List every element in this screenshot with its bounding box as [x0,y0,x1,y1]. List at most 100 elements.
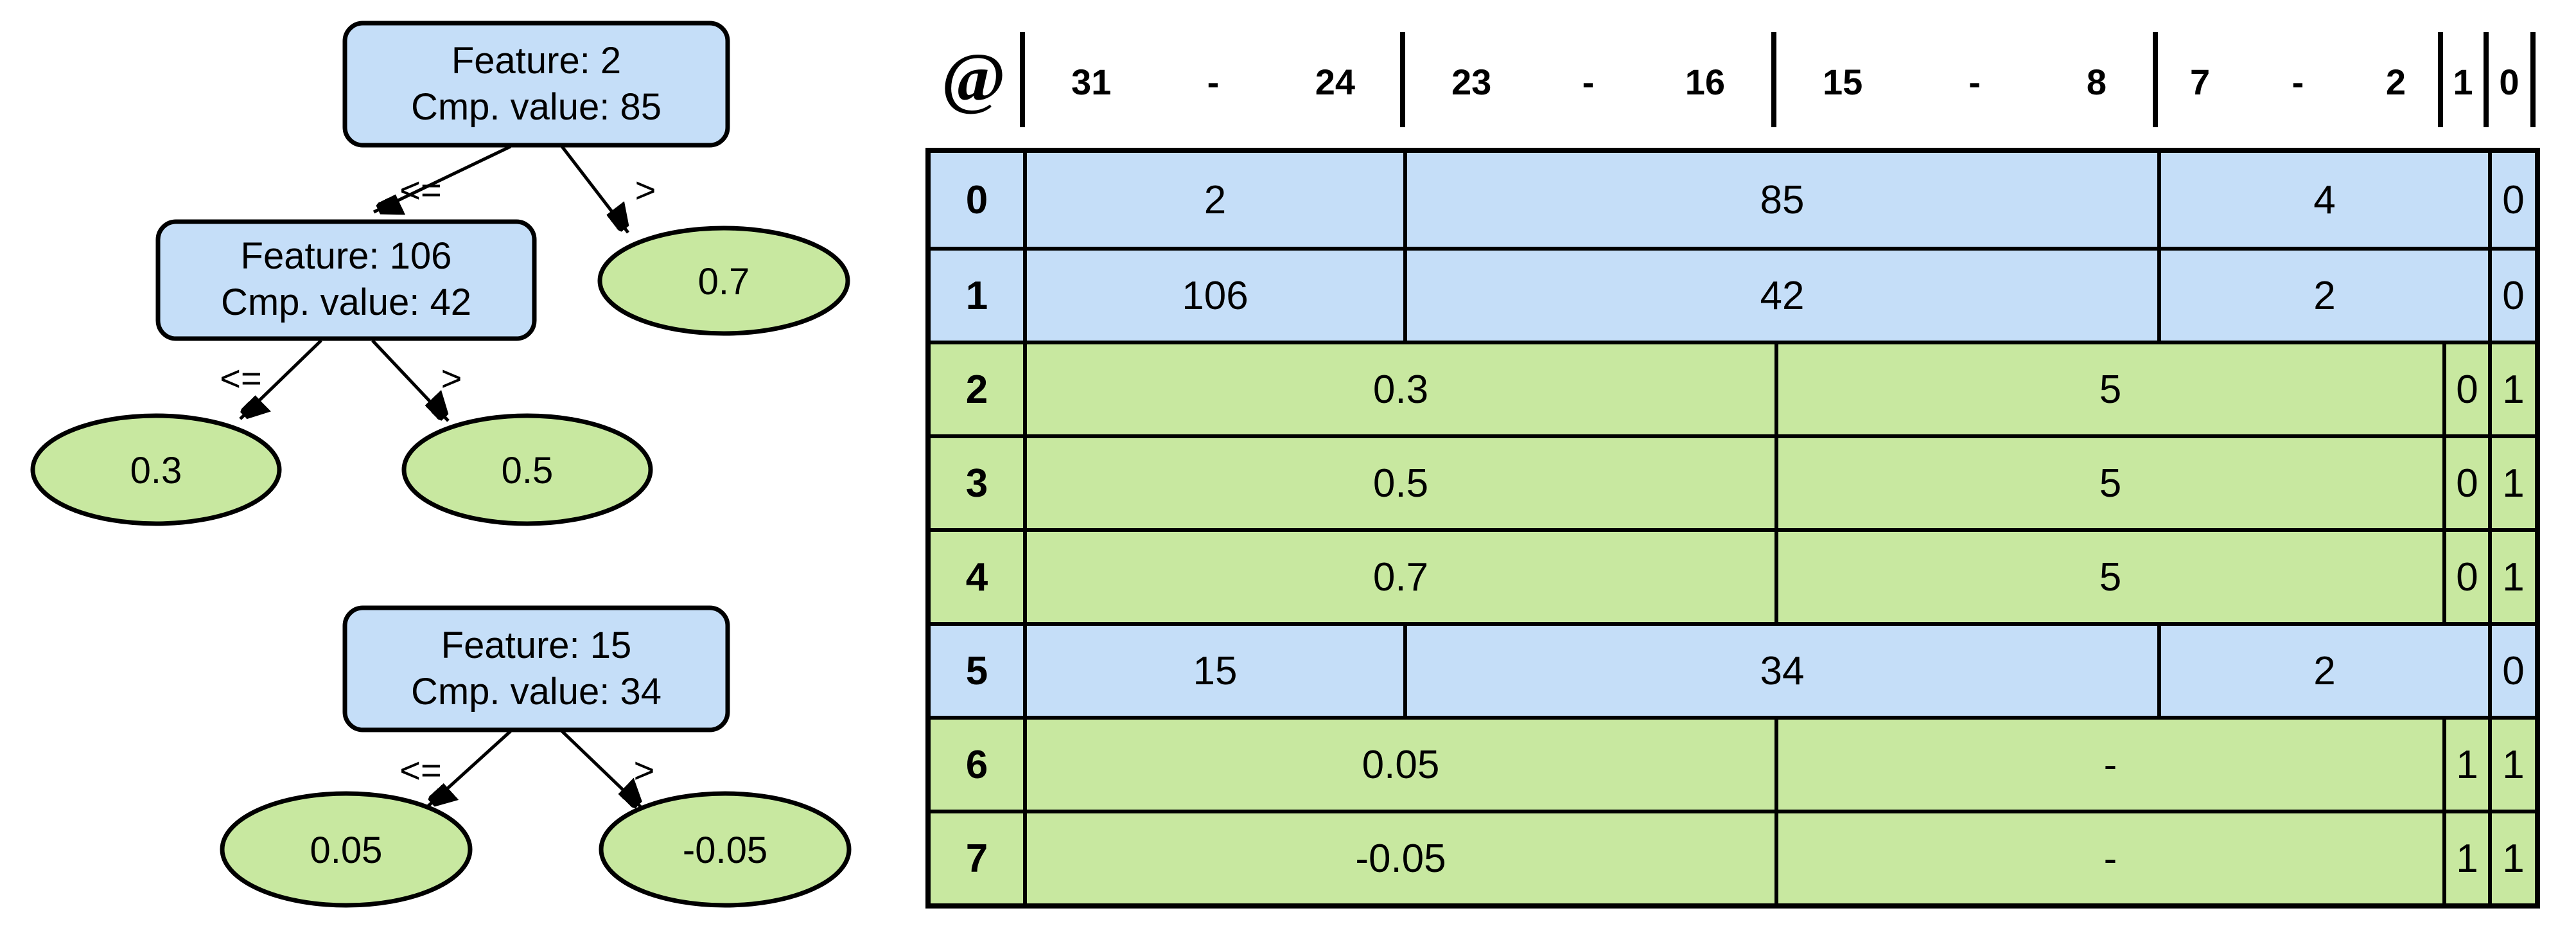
tree1-leaf-0.3 [30,413,282,526]
bit-range-from: 31 [1071,62,1112,102]
bit-0-header: 0 [2499,62,2519,102]
tree1-leaf-0.7-value: 0.7 [698,261,750,303]
table-row-7: 7 -0.05 - 1 1 [931,810,2535,903]
tree1-edge-right-label: > [635,170,656,210]
aux-cell: 5 [1774,344,2442,434]
feature-cell: 2 [1023,153,1403,247]
tree1-root-node [342,21,730,148]
offset-cell: 2 [2157,251,2488,341]
tree1-edge-right [561,145,628,234]
bit0-cell: 1 [2488,438,2535,528]
table-row-5: 5 15 34 2 0 [931,622,2535,716]
bit-range-sep: - [1968,62,1981,102]
cmp-value-cell: 85 [1403,153,2157,247]
bit0-cell: 1 [2488,344,2535,434]
bit-range-31-24: 31 - 24 [1026,35,1400,129]
tree2-edge-left-label: <= [399,750,441,790]
aux-cell: - [1774,813,2442,903]
flag-cell: 0 [2488,626,2535,716]
tree2-edge-right-label: > [634,750,655,790]
header-divider [1771,32,1776,127]
tree1-child-line1: Feature: 106 [241,235,452,277]
header-divider [2530,32,2536,127]
header-divider [1400,32,1405,127]
header-divider [2484,32,2489,127]
tree1-edge-left-label: <= [399,170,441,210]
row-index: 1 [965,273,988,318]
decision-trees-diagram: <= > Feature: 2 Cmp. value: 85 0.7 <= > … [30,21,852,908]
tree2-edge-right [561,730,642,808]
cmp-value-cell: 42 [1403,251,2157,341]
tree1-child-edge-right [371,339,448,422]
bit1-cell: 1 [2442,813,2488,903]
bit-range-7-2: 7 - 2 [2159,35,2437,129]
leaf-value-cell: 0.3 [1023,344,1774,434]
tree2-leaf-neg0.05 [599,791,852,908]
tree1-leaf-0.7 [597,226,850,336]
tree-2: <= > Feature: 15 Cmp. value: 34 0.05 -0.… [220,605,852,908]
bit-range-23-16: 23 - 16 [1406,35,1770,129]
bit-range-to: 2 [2385,62,2406,102]
flag-cell: 0 [2488,251,2535,341]
leaf-value-cell: 0.05 [1023,720,1774,810]
bit-range-to: 8 [2086,62,2107,102]
tree1-leaf-0.5 [401,413,653,526]
bit-range-from: 7 [2190,62,2211,102]
tree1-child-edge-right-label: > [441,358,462,398]
tree1-child-edge-left-label: <= [220,358,261,398]
tree1-root-line2: Cmp. value: 85 [411,86,662,128]
tree2-leaf-0.05-value: 0.05 [310,829,383,871]
bit1-cell: 0 [2442,438,2488,528]
bit-range-sep: - [1207,62,1220,102]
bit0-cell: 1 [2488,720,2535,810]
bit-range-to: 16 [1685,62,1725,102]
table-row-3: 3 0.5 5 0 1 [931,434,2535,528]
row-index: 7 [965,836,988,881]
tree1-leaf-0.5-value: 0.5 [502,450,554,492]
table-row-6: 6 0.05 - 1 1 [931,716,2535,810]
bit0-cell: 1 [2488,532,2535,622]
tree2-leaf-0.05 [220,791,473,908]
header-divider [2153,32,2158,127]
row-index: 3 [965,461,988,506]
address-symbol: @ [941,40,1006,116]
leaf-value-cell: -0.05 [1023,813,1774,903]
offset-cell: 4 [2157,153,2488,247]
cmp-value-cell: 34 [1403,626,2157,716]
bit-range-sep: - [1582,62,1595,102]
feature-cell: 106 [1023,251,1403,341]
bit-range-sep: - [2291,62,2304,102]
feature-cell: 15 [1023,626,1403,716]
tree2-edge-left [426,730,512,806]
bit-range-to: 24 [1315,62,1355,102]
tree2-root-line2: Cmp. value: 34 [411,671,662,713]
aux-cell: 5 [1774,532,2442,622]
bit-range-from: 15 [1823,62,1863,102]
bit0-cell: 1 [2488,813,2535,903]
row-index: 4 [965,554,988,599]
header-divider [1020,32,1025,127]
bit-range-from: 23 [1451,62,1492,102]
bit-range-15-8: 15 - 8 [1778,35,2151,129]
aux-cell: - [1774,720,2442,810]
bit-1-header: 1 [2453,62,2473,102]
tree2-leaf-neg0.05-value: -0.05 [683,829,767,871]
leaf-value-cell: 0.7 [1023,532,1774,622]
offset-cell: 2 [2157,626,2488,716]
bit1-cell: 1 [2442,720,2488,810]
tree1-root-line1: Feature: 2 [451,40,621,82]
row-index: 2 [965,367,988,412]
tree1-leaf-0.3-value: 0.3 [130,450,182,492]
table-row-1: 1 106 42 2 0 [931,247,2535,341]
tree-1: <= > Feature: 2 Cmp. value: 85 0.7 <= > … [30,21,850,526]
table-row-2: 2 0.3 5 0 1 [931,341,2535,434]
tree1-edge-left [372,145,512,212]
row-index: 5 [965,648,988,693]
aux-cell: 5 [1774,438,2442,528]
tree1-child-edge-left [239,339,322,419]
encoded-tree-table: 0 2 85 4 0 1 106 42 2 0 2 0.3 5 0 1 3 0.… [925,148,2540,909]
header-divider [2438,32,2443,127]
leaf-value-cell: 0.5 [1023,438,1774,528]
bit1-cell: 0 [2442,532,2488,622]
flag-cell: 0 [2488,153,2535,247]
